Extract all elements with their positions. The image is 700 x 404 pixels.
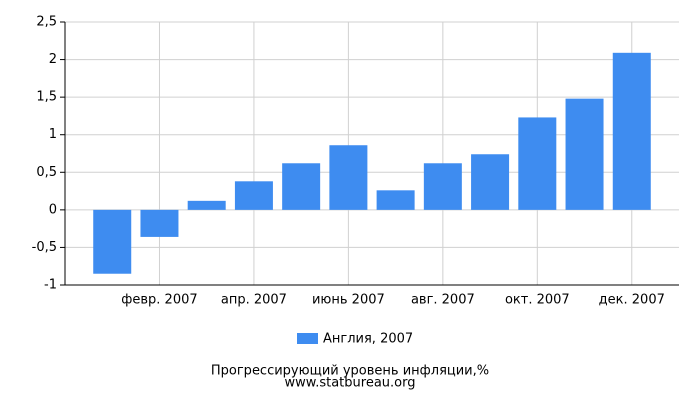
x-tick-label: окт. 2007 <box>505 293 570 308</box>
bar <box>187 200 226 210</box>
bar <box>518 117 557 210</box>
y-tick-label: -1 <box>44 278 57 293</box>
bar <box>471 154 510 210</box>
x-tick-label: июнь 2007 <box>312 293 385 308</box>
bar <box>282 163 321 210</box>
bar <box>612 52 651 210</box>
bar <box>423 163 462 210</box>
x-tick-label: дек. 2007 <box>599 293 665 308</box>
x-tick-label: февр. 2007 <box>121 293 197 308</box>
legend-swatch <box>297 333 318 344</box>
chart-title: Прогрессирующий уровень инфляции,% <box>211 364 489 379</box>
bar <box>234 181 273 210</box>
y-tick-label: 0 <box>49 202 57 217</box>
y-tick-label: 0,5 <box>36 165 57 180</box>
y-tick-label: 2 <box>49 52 57 67</box>
x-tick-label: апр. 2007 <box>221 293 287 308</box>
y-tick-label: 2,5 <box>36 15 57 30</box>
x-tick-label: авг. 2007 <box>411 293 475 308</box>
bar <box>140 209 179 237</box>
y-tick-label: 1,5 <box>36 90 57 105</box>
y-tick-label: 1 <box>49 127 57 142</box>
legend-label: Англия, 2007 <box>323 332 413 347</box>
source: www.statbureau.org <box>285 376 416 391</box>
bar <box>565 98 604 210</box>
bar <box>329 145 368 210</box>
y-tick-label: -0,5 <box>32 240 57 255</box>
bar <box>93 209 132 274</box>
bar <box>376 190 415 210</box>
